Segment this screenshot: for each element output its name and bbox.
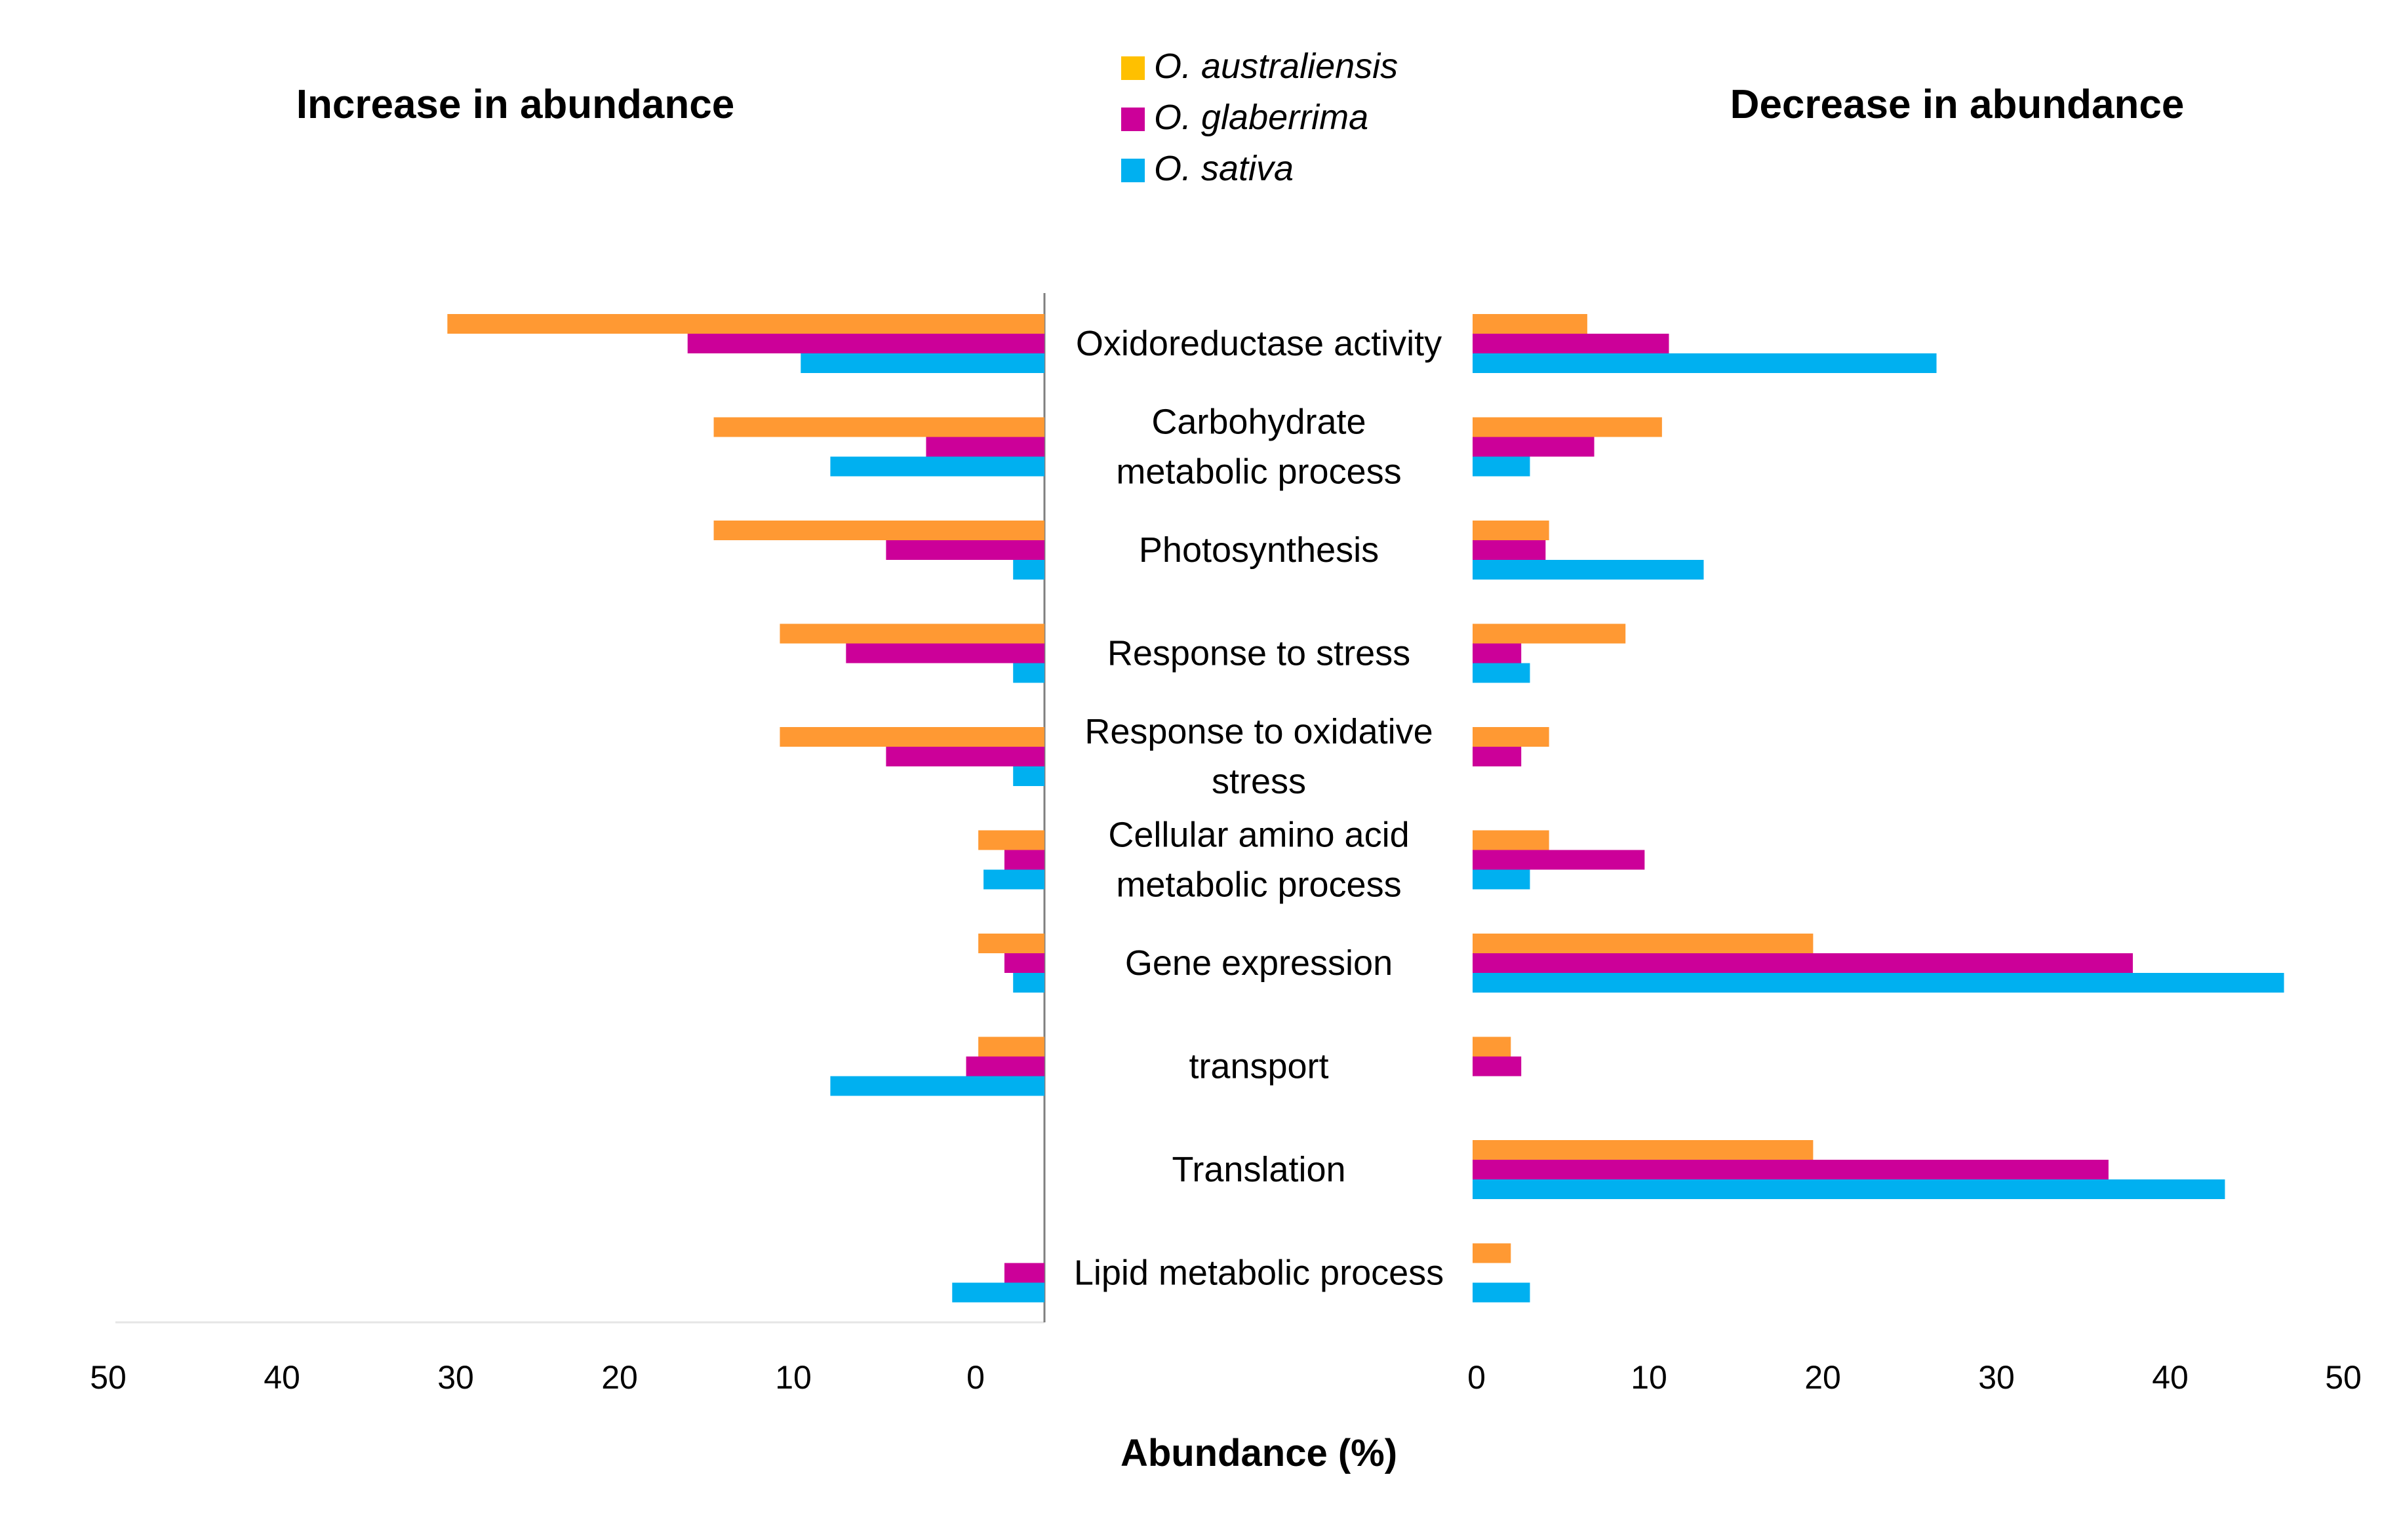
decrease-bar-cellular-amino-acid-metabolic-process-o-glaberrima [1473,850,1645,870]
left-tick-labels: 50 40 30 20 10 0 [90,1359,985,1396]
right-tick-label: 20 [1804,1359,1841,1396]
category-label-carbohydrate-metabolic-process: Carbohydrate metabolic process [1116,403,1401,492]
category-label-response-to-stress: Response to stress [1107,634,1410,673]
decrease-bar-gene-expression-o-glaberrima [1473,953,2133,973]
decrease-bar-response-to-stress-o-glaberrima [1473,643,1522,663]
increase-bar-response-to-oxidative-stress-o-glaberrima [886,747,1044,766]
decrease-bar-carbohydrate-metabolic-process-o-sativa [1473,456,1530,477]
decrease-bar-translation-o-sativa [1473,1179,2225,1199]
increase-bar-response-to-oxidative-stress-o-australiensis [780,727,1044,747]
legend-swatch-o-sativa [1121,159,1145,182]
category-label-photosynthesis: Photosynthesis [1139,530,1379,570]
right-tick-label: 0 [1467,1359,1486,1396]
decrease-bar-response-to-oxidative-stress-o-glaberrima [1473,747,1522,766]
increase-bar-oxidoreductase-activity-o-glaberrima [687,334,1044,353]
right-tick-label: 30 [1978,1359,2015,1396]
legend-label-o-glaberrima: O. glaberrima [1154,98,1368,137]
decrease-bar-cellular-amino-acid-metabolic-process-o-australiensis [1473,830,1549,850]
decrease-bar-photosynthesis-o-australiensis [1473,521,1549,540]
right-tick-label: 40 [2152,1359,2189,1396]
decrease-bar-gene-expression-o-australiensis [1473,934,1814,953]
increase-bar-cellular-amino-acid-metabolic-process-o-glaberrima [1004,850,1044,870]
decrease-bar-lipid-metabolic-process-o-sativa [1473,1282,1530,1303]
increase-bar-transport-o-glaberrima [966,1056,1044,1076]
right-tick-label: 10 [1631,1359,1667,1396]
increase-bar-carbohydrate-metabolic-process-o-glaberrima [926,437,1044,457]
legend: O. australiensis O. glaberrima O. sativa [1121,47,1398,188]
decrease-bar-oxidoreductase-activity-o-australiensis [1473,314,1587,334]
decrease-bar-translation-o-australiensis [1473,1140,1814,1160]
x-axis-title: Abundance (%) [1121,1432,1397,1474]
increase-bar-photosynthesis-o-sativa [1013,560,1044,580]
legend-label-o-sativa: O. sativa [1154,149,1294,188]
decrease-bar-cellular-amino-acid-metabolic-process-o-sativa [1473,869,1530,890]
left-tick-label: 30 [437,1359,474,1396]
increase-bar-response-to-stress-o-sativa [1013,663,1044,683]
left-panel-title: Increase in abundance [296,82,734,127]
right-panel-title: Decrease in abundance [1730,82,2185,127]
decrease-bar-lipid-metabolic-process-o-australiensis [1473,1243,1511,1263]
increase-bar-photosynthesis-o-glaberrima [886,540,1044,560]
decrease-bar-photosynthesis-o-glaberrima [1473,540,1546,560]
increase-bar-oxidoreductase-activity-o-australiensis [447,314,1044,334]
category-label-lipid-metabolic-process: Lipid metabolic process [1074,1254,1444,1293]
decrease-bar-response-to-stress-o-sativa [1473,663,1530,683]
category-label-response-to-oxidative-stress: Response to oxidative stress [1084,712,1433,801]
category-label-gene-expression: Gene expression [1125,943,1393,983]
category-label-oxidoreductase-activity: Oxidoreductase activity [1076,324,1442,363]
category-label-transport: transport [1189,1047,1328,1086]
increase-bar-transport-o-australiensis [978,1037,1044,1057]
category-label-translation: Translation [1172,1150,1345,1189]
legend-swatch-o-australiensis [1121,56,1145,80]
decrease-bar-transport-o-glaberrima [1473,1056,1522,1076]
left-tick-label: 10 [775,1359,812,1396]
increase-bar-gene-expression-o-australiensis [978,934,1044,953]
increase-bar-oxidoreductase-activity-o-sativa [801,353,1044,373]
decrease-bar-gene-expression-o-sativa [1473,973,2284,993]
increase-bar-carbohydrate-metabolic-process-o-sativa [830,456,1044,477]
increase-bar-response-to-oxidative-stress-o-sativa [1013,766,1044,786]
right-tick-label: 50 [2325,1359,2362,1396]
increase-bar-cellular-amino-acid-metabolic-process-o-australiensis [978,830,1044,850]
increase-bar-cellular-amino-acid-metabolic-process-o-sativa [983,869,1044,890]
decrease-bar-oxidoreductase-activity-o-glaberrima [1473,334,1669,353]
decrease-bars [1473,314,2284,1303]
increase-bar-gene-expression-o-glaberrima [1004,953,1044,973]
decrease-bar-transport-o-australiensis [1473,1037,1511,1057]
left-tick-label: 50 [90,1359,127,1396]
increase-bar-carbohydrate-metabolic-process-o-australiensis [713,417,1044,437]
decrease-bar-oxidoreductase-activity-o-sativa [1473,353,1937,373]
left-tick-label: 40 [264,1359,300,1396]
increase-bars [447,314,1044,1303]
decrease-bar-translation-o-glaberrima [1473,1160,2109,1179]
legend-label-o-australiensis: O. australiensis [1154,47,1398,86]
increase-bar-lipid-metabolic-process-o-glaberrima [1004,1263,1044,1283]
increase-bar-response-to-stress-o-glaberrima [846,643,1044,663]
decrease-bar-carbohydrate-metabolic-process-o-australiensis [1473,417,1662,437]
left-tick-label: 0 [966,1359,985,1396]
increase-bar-photosynthesis-o-australiensis [713,521,1044,540]
increase-bar-response-to-stress-o-australiensis [780,623,1044,644]
decrease-bar-photosynthesis-o-sativa [1473,560,1704,580]
increase-bar-lipid-metabolic-process-o-sativa [952,1282,1044,1303]
increase-bar-transport-o-sativa [830,1076,1044,1096]
right-tick-labels: 0 10 20 30 40 50 [1467,1359,2362,1396]
decrease-bar-carbohydrate-metabolic-process-o-glaberrima [1473,437,1595,457]
category-label-cellular-amino-acid-metabolic-process: Cellular amino acid metabolic process [1108,816,1409,905]
decrease-bar-response-to-stress-o-australiensis [1473,623,1626,644]
category-labels: Oxidoreductase activity Carbohydrate metab… [1074,324,1444,1293]
left-tick-label: 20 [601,1359,638,1396]
increase-bar-gene-expression-o-sativa [1013,973,1044,993]
decrease-bar-response-to-oxidative-stress-o-australiensis [1473,727,1549,747]
legend-swatch-o-glaberrima [1121,108,1145,131]
